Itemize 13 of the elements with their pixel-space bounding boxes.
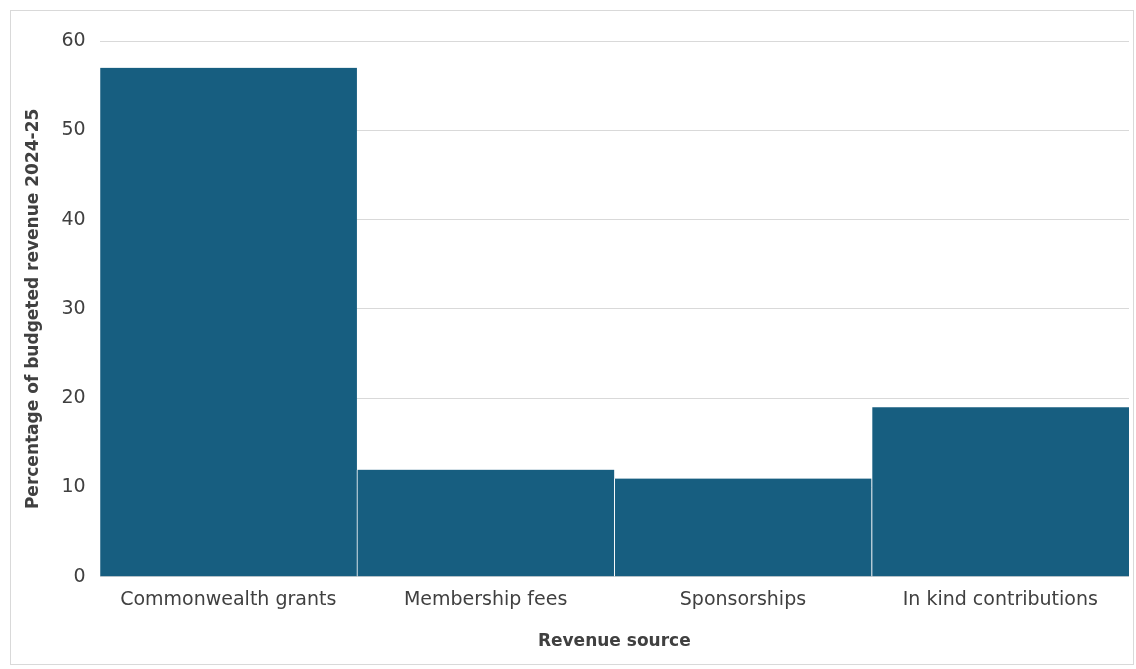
y-tick-label: 0 — [73, 563, 86, 586]
x-axis-title: Revenue source — [537, 630, 691, 651]
x-tick-label: Membership fees — [403, 587, 568, 610]
y-axis-title: Percentage of budgeted revenue 2024-25 — [21, 108, 42, 510]
x-tick-label: Commonwealth grants — [120, 587, 337, 610]
y-tick-label: 10 — [61, 474, 86, 497]
y-tick-label: 50 — [61, 117, 86, 140]
x-tick-label: In kind contributions — [902, 587, 1098, 610]
y-tick-label: 20 — [61, 385, 86, 408]
y-tick-label: 40 — [61, 206, 86, 229]
y-tick-label: 30 — [61, 295, 86, 318]
x-tick-label: Sponsorships — [679, 587, 807, 610]
y-tick-label: 60 — [61, 27, 86, 50]
